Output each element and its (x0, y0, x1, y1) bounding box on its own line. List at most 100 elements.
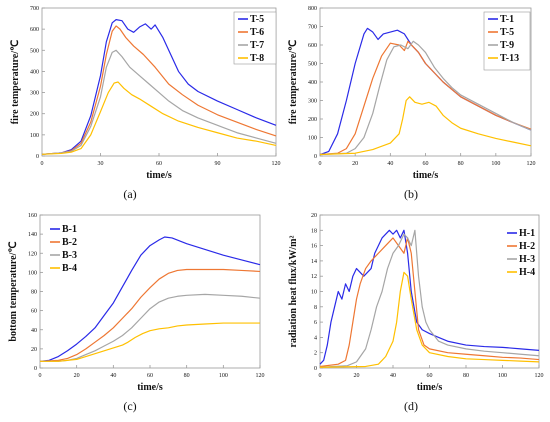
x-tick-label: 20 (354, 373, 360, 379)
y-tick-label: 500 (308, 62, 317, 68)
y-tick-label: 0 (314, 154, 317, 160)
legend-entry: T-6 (250, 27, 264, 38)
x-tick-label: 60 (427, 373, 433, 379)
y-tick-label: 100 (30, 133, 39, 139)
y-tick-label: 120 (28, 251, 37, 257)
legend-box (233, 11, 277, 65)
y-axis-label: radiation heat flux/kW/m² (288, 236, 299, 348)
y-tick-label: 16 (311, 244, 317, 250)
y-tick-label: 0 (36, 154, 39, 160)
y-tick-label: 8 (314, 305, 317, 311)
y-tick-label: 500 (30, 48, 39, 54)
x-tick-label: 60 (423, 161, 429, 167)
legend-entry: T-13 (500, 53, 519, 64)
legend-entry: H-3 (519, 254, 535, 265)
legend: H-1 H-2 H-3 H-4 (507, 228, 535, 278)
legend-entry: T-7 (250, 40, 264, 51)
y-tick-label: 4 (314, 335, 317, 341)
x-tick-label: 120 (535, 373, 544, 379)
legend-entry: B-1 (62, 224, 77, 235)
y-tick-label: 300 (308, 99, 317, 105)
x-tick-label: 60 (156, 161, 162, 167)
y-tick-label: 2 (314, 351, 317, 357)
x-tick-label: 60 (147, 373, 153, 379)
x-axis-label: time/s (417, 382, 443, 393)
panel-caption: (a) (123, 187, 136, 201)
y-tick-label: 600 (308, 43, 317, 49)
y-axis-label: fire temperature/℃ (10, 40, 21, 124)
series-line-T-8 (41, 81, 277, 155)
y-tick-label: 20 (311, 213, 317, 219)
panel-caption: (d) (404, 399, 418, 413)
x-tick-label: 40 (387, 161, 393, 167)
legend-entry: B-3 (62, 250, 77, 261)
y-axis-label: fire temperature/℃ (288, 40, 299, 124)
y-tick-label: 100 (308, 136, 317, 142)
series-line-H-4 (319, 271, 540, 368)
x-tick-label: 100 (491, 161, 500, 167)
chart-panel-2: 0 20 40 60 80 100 120 0 100 200 300 400 500 600 700 800… (288, 6, 536, 201)
series-line-B-4 (40, 322, 260, 362)
x-tick-label: 20 (74, 373, 80, 379)
x-tick-label: 120 (272, 161, 281, 167)
x-tick-label: 0 (39, 373, 42, 379)
series-line-B-2 (39, 268, 261, 362)
legend-entry: B-2 (62, 237, 77, 248)
series-line-B-3 (40, 293, 261, 362)
y-tick-label: 800 (308, 6, 317, 12)
x-tick-label: 90 (215, 161, 221, 167)
y-tick-label: 18 (311, 228, 317, 234)
series-line-T-6 (41, 25, 277, 155)
series-line-H-1 (319, 229, 540, 365)
legend-entry: T-1 (500, 14, 514, 25)
x-tick-label: 80 (184, 373, 190, 379)
x-tick-label: 0 (319, 161, 322, 167)
x-tick-label: 80 (458, 161, 464, 167)
x-tick-label: 0 (319, 373, 322, 379)
legend: B-1 B-2 B-3 B-4 (50, 224, 77, 274)
legend-entry: T-9 (500, 40, 514, 51)
y-tick-label: 12 (311, 274, 317, 280)
legend-entry: H-2 (519, 241, 535, 252)
panel-caption: (c) (123, 399, 136, 413)
series-line-T-13 (319, 96, 532, 156)
x-tick-label: 100 (498, 373, 507, 379)
x-axis-label: time/s (146, 170, 172, 181)
legend-entry: B-4 (62, 263, 77, 274)
legend-entry: H-1 (519, 228, 535, 239)
y-axis-label: bottom temperature/℃ (8, 241, 19, 341)
y-tick-label: 700 (30, 6, 39, 12)
legend-entry: H-4 (519, 267, 535, 278)
series-line-T-5 (319, 40, 532, 156)
x-axis-label: time/s (137, 382, 163, 393)
y-tick-label: 6 (314, 320, 317, 326)
series-line-H-2 (319, 237, 540, 368)
series-line-T-9 (319, 40, 532, 156)
x-tick-label: 0 (41, 161, 44, 167)
series-line-T-5 (41, 19, 277, 155)
y-tick-label: 200 (308, 117, 317, 123)
x-tick-label: 80 (463, 373, 469, 379)
y-tick-label: 140 (28, 232, 37, 238)
x-tick-label: 40 (110, 373, 116, 379)
chart-panel-1: 0 30 60 90 120 0 100 200 300 400 500 600 700 time/s fi… (10, 6, 281, 201)
y-tick-label: 160 (28, 213, 37, 219)
y-tick-label: 14 (311, 259, 317, 265)
y-tick-label: 10 (311, 290, 317, 296)
y-tick-label: 0 (34, 366, 37, 372)
y-tick-label: 400 (308, 80, 317, 86)
y-tick-label: 700 (308, 25, 317, 31)
chart-panel-4: 0 20 40 60 80 100 120 0 2 4 6 8 10 12 14 16 18 20 time/s ra… (288, 213, 544, 413)
y-tick-label: 400 (30, 69, 39, 75)
x-tick-label: 30 (98, 161, 104, 167)
y-tick-label: 40 (31, 328, 37, 334)
x-tick-label: 120 (256, 373, 265, 379)
x-axis-label: time/s (413, 170, 439, 181)
legend: T-1 T-5 T-9 T-13 (483, 11, 531, 71)
y-tick-label: 20 (31, 347, 37, 353)
y-tick-label: 600 (30, 27, 39, 33)
y-tick-label: 80 (31, 290, 37, 296)
legend-box (483, 11, 531, 71)
legend-entry: T-5 (500, 27, 514, 38)
